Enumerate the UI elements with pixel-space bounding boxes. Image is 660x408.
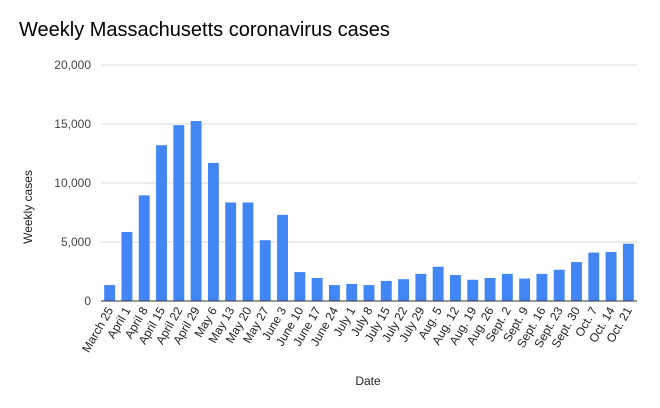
bar bbox=[622, 243, 634, 301]
bar bbox=[138, 195, 150, 301]
bar bbox=[536, 273, 548, 301]
bar bbox=[553, 269, 565, 301]
bar bbox=[501, 273, 513, 301]
bar bbox=[207, 162, 219, 301]
bar bbox=[311, 277, 323, 301]
bar bbox=[588, 252, 600, 301]
x-axis-label: Date bbox=[355, 374, 381, 388]
bar bbox=[363, 285, 375, 301]
bar bbox=[484, 277, 496, 301]
bar bbox=[259, 240, 271, 301]
y-tick-label: 10,000 bbox=[54, 176, 91, 190]
bar bbox=[173, 125, 185, 302]
y-tick-label: 20,000 bbox=[54, 58, 91, 72]
bar bbox=[415, 273, 427, 301]
y-tick-label: 0 bbox=[84, 294, 91, 308]
bar bbox=[156, 145, 167, 301]
bar bbox=[380, 280, 392, 301]
bars bbox=[101, 121, 637, 302]
y-axis-label: Weekly cases bbox=[21, 170, 35, 244]
bar bbox=[242, 202, 254, 301]
bar bbox=[294, 272, 306, 301]
y-axis-ticks: 0 5,000 10,000 15,000 20,000 bbox=[54, 58, 91, 308]
bar bbox=[398, 279, 410, 301]
bar bbox=[328, 285, 340, 301]
bar bbox=[225, 202, 237, 301]
chart-title: Weekly Massachusetts coronavirus cases bbox=[19, 19, 390, 41]
bar bbox=[571, 262, 582, 301]
bar bbox=[277, 214, 288, 301]
bar bbox=[605, 252, 617, 301]
bar bbox=[450, 275, 461, 301]
bar bbox=[519, 278, 531, 301]
y-tick-label: 15,000 bbox=[54, 117, 91, 131]
bar bbox=[104, 285, 116, 301]
bar bbox=[432, 266, 444, 301]
bar bbox=[121, 231, 133, 301]
bar bbox=[346, 283, 358, 301]
y-tick-label: 5,000 bbox=[61, 235, 91, 249]
bar bbox=[190, 121, 202, 301]
bar bbox=[467, 279, 479, 301]
